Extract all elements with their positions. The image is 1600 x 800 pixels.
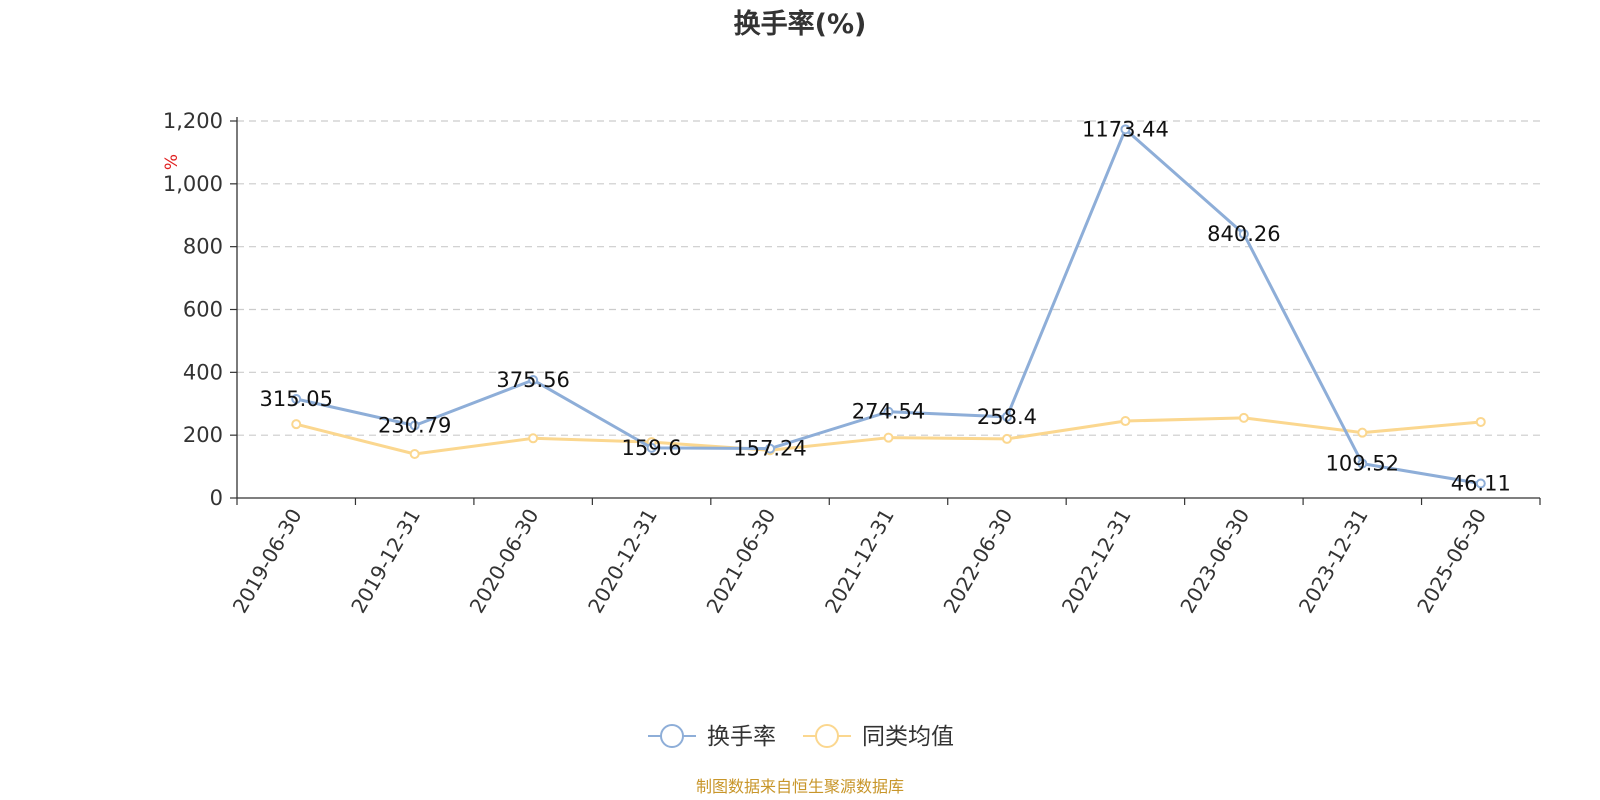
data-point	[1120, 416, 1131, 427]
data-label: 258.4	[977, 405, 1037, 429]
data-label: 109.52	[1326, 452, 1399, 476]
x-tick-label: 2020-12-31	[583, 505, 662, 618]
data-label: 375.56	[496, 368, 569, 392]
grid-lines	[237, 120, 1540, 436]
data-label: 157.24	[733, 437, 806, 461]
data-point	[409, 420, 420, 431]
data-label: 230.79	[378, 413, 451, 437]
data-point	[883, 432, 894, 443]
data-point	[528, 375, 539, 386]
data-point	[291, 419, 302, 430]
data-point	[646, 442, 657, 453]
x-tick-label: 2021-06-30	[701, 505, 780, 618]
data-point	[1120, 124, 1131, 135]
legend[interactable]: 换手率 同类均值	[648, 724, 954, 750]
data-label: 159.6	[622, 436, 682, 460]
x-tick-label: 2022-06-30	[938, 505, 1017, 618]
x-tick-label: 2020-06-30	[465, 505, 544, 618]
data-point	[1238, 229, 1249, 240]
y-tick-label: 200	[183, 423, 223, 447]
y-tick-label: 1,000	[163, 172, 223, 196]
axes: 0 200 400 600 800 1,000 1,200 2019-06-30 2019-12…	[163, 109, 1541, 618]
legend-label: 同类均值	[862, 724, 954, 750]
data-point	[291, 394, 302, 405]
x-tick-label: 2019-12-31	[346, 505, 425, 618]
y-tick-label: 800	[183, 235, 223, 259]
x-tick-label: 2021-12-31	[820, 505, 899, 618]
data-point	[1001, 411, 1012, 422]
x-tick-label: 2023-06-30	[1175, 505, 1254, 618]
data-label: 274.54	[852, 400, 925, 424]
x-tick-label: 2023-12-31	[1294, 505, 1373, 618]
data-point	[1357, 458, 1368, 469]
data-point	[883, 406, 894, 417]
data-point	[409, 449, 420, 460]
series-line-turnover	[295, 127, 1482, 485]
data-label: 315.05	[259, 387, 332, 411]
source-note: 制图数据来自恒生聚源数据库	[696, 777, 904, 796]
data-label: 46.11	[1451, 472, 1511, 496]
data-labels: 315.05 230.79 375.56 159.6 157.24 274.54 258.4…	[259, 117, 1510, 495]
data-label: 1173.44	[1082, 117, 1169, 141]
data-point	[1475, 416, 1486, 427]
x-tick-label: 2025-06-30	[1412, 505, 1491, 618]
y-tick-label: 0	[210, 486, 223, 510]
y-tick-label: 600	[183, 298, 223, 322]
legend-marker	[660, 724, 684, 748]
x-tick-label: 2022-12-31	[1057, 505, 1136, 618]
y-tick-label: 400	[183, 360, 223, 384]
legend-marker	[815, 724, 839, 748]
legend-label: 换手率	[707, 724, 776, 750]
y-axis-unit: %	[162, 154, 182, 170]
data-point	[1001, 433, 1012, 444]
data-point	[1238, 412, 1249, 423]
y-tick-label: 1,200	[163, 109, 223, 133]
data-point	[528, 433, 539, 444]
data-point	[765, 443, 776, 454]
chart-title: 换手率(%)	[734, 8, 867, 40]
data-point	[1475, 478, 1486, 489]
data-label: 840.26	[1207, 222, 1280, 246]
data-point	[1357, 427, 1368, 438]
series-layer	[291, 124, 1486, 489]
x-tick-label: 2019-06-30	[228, 505, 307, 618]
